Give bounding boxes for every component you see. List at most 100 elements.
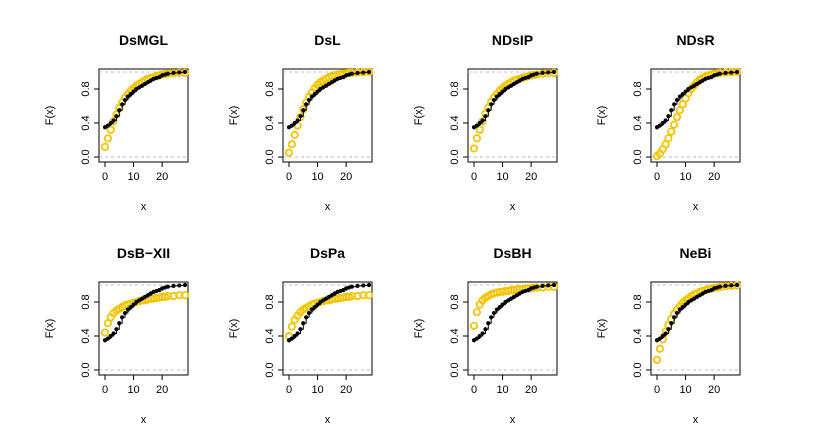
empirical-point	[546, 70, 551, 75]
fitted-point	[672, 112, 682, 122]
panel-title: NDsR	[676, 32, 714, 48]
empirical-point	[111, 118, 116, 123]
empirical-point	[683, 302, 688, 307]
fitted-point	[100, 328, 110, 337]
empirical-point	[298, 114, 303, 119]
y-axis-label: F(x)	[44, 106, 56, 126]
fitted-point	[290, 130, 299, 139]
empirical-point	[669, 321, 674, 326]
y-axis-label: F(x)	[413, 319, 425, 339]
empirical-point	[131, 302, 136, 307]
empirical-point	[117, 108, 122, 113]
empirical-point	[292, 333, 297, 339]
x-tick-label: 20	[340, 384, 352, 396]
fitted-point	[100, 142, 110, 151]
y-tick-label: 0.4	[264, 115, 276, 130]
empirical-point	[349, 284, 354, 289]
empirical-point	[128, 305, 133, 310]
panel-6: 0 10 20 0.0 0.4 0.8 DsPa x F(x)	[228, 245, 374, 426]
panel-title: DsL	[314, 32, 341, 48]
empirical-point	[289, 123, 294, 128]
empirical-point	[477, 333, 482, 339]
panel-title: DsMGL	[119, 32, 168, 48]
empirical-point	[657, 123, 662, 128]
empirical-point	[304, 102, 309, 107]
fitted-point	[469, 321, 479, 330]
empirical-point	[477, 120, 482, 126]
empirical-point	[355, 283, 360, 288]
empirical-point	[680, 305, 685, 310]
empirical-point	[657, 336, 662, 341]
empirical-point	[677, 94, 682, 99]
empirical-point	[551, 282, 557, 288]
y-tick-label: 0.0	[632, 362, 644, 377]
x-axis-label: x	[693, 201, 699, 213]
y-tick-label: 0.8	[632, 81, 644, 96]
fitted-series	[652, 281, 742, 364]
panel-4: 0 10 20 0.0 0.4 0.8 NDsR x F(x)	[596, 32, 742, 213]
empirical-series	[286, 69, 372, 130]
y-tick-label: 0.0	[449, 362, 461, 377]
empirical-point	[500, 302, 505, 307]
empirical-point	[474, 336, 479, 341]
x-tick-label: 10	[679, 384, 691, 396]
empirical-point	[304, 315, 309, 320]
x-tick-label: 20	[340, 171, 352, 183]
panel-title: DsBH	[493, 245, 531, 261]
empirical-point	[480, 118, 485, 123]
empirical-point	[108, 333, 113, 339]
empirical-point	[312, 305, 317, 310]
empirical-point	[672, 315, 677, 320]
fitted-point	[664, 134, 673, 143]
empirical-point	[177, 283, 182, 288]
y-axis-label: F(x)	[596, 319, 608, 339]
empirical-series	[654, 69, 740, 130]
fitted-point	[180, 291, 190, 300]
empirical-point	[306, 310, 312, 316]
empirical-point	[666, 114, 671, 119]
y-tick-label: 0.0	[264, 149, 276, 164]
empirical-point	[483, 114, 488, 119]
empirical-point	[674, 97, 680, 103]
empirical-point	[551, 69, 557, 75]
x-tick-label: 10	[496, 171, 508, 183]
y-axis-label: F(x)	[228, 319, 240, 339]
empirical-point	[295, 331, 300, 336]
empirical-point	[125, 307, 130, 312]
empirical-point	[534, 71, 539, 76]
empirical-point	[349, 71, 354, 76]
empirical-point	[474, 123, 479, 128]
y-tick-label: 0.8	[264, 294, 276, 309]
x-tick-label: 20	[525, 384, 537, 396]
empirical-point	[292, 120, 297, 126]
empirical-point	[534, 284, 539, 289]
empirical-point	[105, 123, 110, 128]
y-tick-label: 0.8	[80, 81, 92, 96]
empirical-point	[489, 315, 494, 320]
y-tick-label: 0.8	[449, 81, 461, 96]
y-tick-label: 0.8	[632, 294, 644, 309]
empirical-point	[355, 70, 360, 75]
empirical-point	[309, 307, 314, 312]
x-tick-label: 0	[654, 171, 660, 183]
y-tick-label: 0.4	[264, 328, 276, 343]
empirical-point	[289, 336, 294, 341]
x-tick-label: 10	[311, 384, 323, 396]
empirical-point	[114, 114, 119, 119]
y-axis-label: F(x)	[596, 106, 608, 126]
y-tick-label: 0.0	[80, 149, 92, 164]
panel-3: 0 10 20 0.0 0.4 0.8 NDsIP x F(x)	[413, 32, 559, 213]
y-axis-label: F(x)	[413, 106, 425, 126]
empirical-point	[165, 284, 170, 289]
empirical-point	[717, 284, 722, 289]
empirical-point	[491, 97, 497, 103]
fitted-point	[469, 144, 479, 153]
y-tick-label: 0.4	[80, 328, 92, 343]
empirical-point	[480, 331, 485, 336]
empirical-point	[366, 282, 372, 288]
x-tick-label: 0	[471, 384, 477, 396]
panel-title: DsPa	[310, 245, 345, 261]
empirical-point	[497, 92, 502, 97]
empirical-point	[128, 92, 133, 97]
empirical-point	[295, 118, 300, 123]
